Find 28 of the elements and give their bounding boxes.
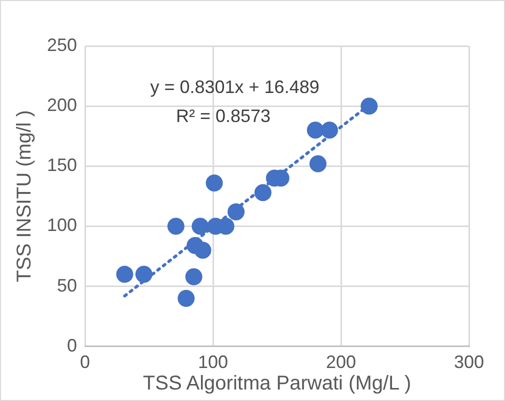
x-tick-label: 200 bbox=[326, 352, 356, 372]
point bbox=[178, 290, 195, 307]
point bbox=[360, 98, 378, 115]
x-axis-title: TSS Algoritma Parwati (Mg/L ) bbox=[142, 372, 412, 395]
point bbox=[167, 218, 184, 235]
x-tick-label: 0 bbox=[80, 352, 90, 372]
annotation: R² = 0.8573 bbox=[176, 106, 271, 126]
point bbox=[116, 266, 134, 283]
y-tick-label: 100 bbox=[46, 215, 78, 236]
point bbox=[306, 122, 324, 139]
y-tick-label: 250 bbox=[46, 34, 78, 55]
point bbox=[192, 218, 209, 235]
point bbox=[309, 155, 326, 172]
point bbox=[320, 122, 338, 139]
y-tick-label: 200 bbox=[46, 95, 78, 116]
x-tick-label: 100 bbox=[198, 352, 228, 372]
point bbox=[254, 184, 272, 202]
point bbox=[194, 242, 212, 259]
point bbox=[135, 266, 152, 283]
point bbox=[206, 174, 223, 192]
point bbox=[228, 203, 245, 220]
y-tick-label: 150 bbox=[46, 155, 78, 176]
y-axis-title: TSS INSITU (mg/l ) bbox=[14, 110, 36, 282]
y-tick-label: 0 bbox=[67, 335, 78, 356]
annotation: y = 0.8301x + 16.489 bbox=[150, 76, 320, 97]
y-tick-label: 50 bbox=[57, 275, 78, 296]
point bbox=[185, 268, 202, 286]
x-tick-label: 300 bbox=[454, 352, 484, 372]
